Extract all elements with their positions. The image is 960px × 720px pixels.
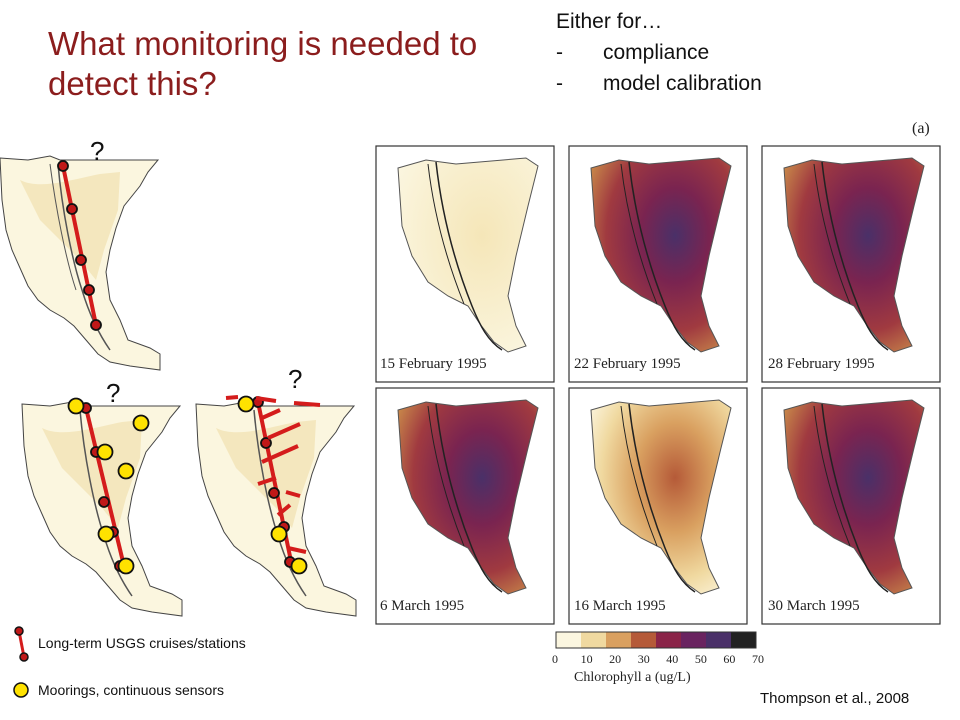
colorbar xyxy=(555,631,757,649)
panel-date-label: 6 March 1995 xyxy=(380,598,465,614)
colorbar-tick-label: 70 xyxy=(752,652,764,666)
station-marker xyxy=(98,496,110,508)
transect-line xyxy=(285,490,301,498)
channel-line xyxy=(813,405,851,547)
station-marker xyxy=(57,160,69,172)
transect-line xyxy=(287,546,307,554)
colorbar-tick-label: 10 xyxy=(580,652,593,666)
cruise-track xyxy=(61,165,98,326)
bay-chlorophyll-area xyxy=(590,399,732,595)
channel-line xyxy=(628,161,696,351)
colorbar-swatch xyxy=(581,632,607,648)
purpose-list: Either for… - compliance - model calibra… xyxy=(556,6,762,99)
purpose-heading: Either for… xyxy=(556,10,663,33)
purpose-item-model-calibration: model calibration xyxy=(603,72,762,95)
panel-date-label: 16 March 1995 xyxy=(574,598,666,614)
colorbar-swatch xyxy=(606,632,632,648)
channel-line xyxy=(813,163,851,305)
colorbar-swatch xyxy=(656,632,682,648)
station-marker xyxy=(66,203,78,215)
panel-date-label: 22 February 1995 xyxy=(574,356,681,372)
mooring-marker xyxy=(132,414,150,432)
mooring-marker xyxy=(96,443,114,461)
cruise-track xyxy=(256,401,294,567)
panel-date-label: 30 March 1995 xyxy=(768,598,860,614)
transect-line xyxy=(261,408,281,420)
station-marker xyxy=(260,437,272,449)
mooring-marker xyxy=(237,395,255,413)
cruise-track xyxy=(84,407,126,567)
colorbar-frame xyxy=(555,631,757,649)
colorbar-ticks: 0 10 20 30 40 50 60 70 xyxy=(552,652,764,668)
channel-line xyxy=(435,161,503,351)
panel-date-label: 15 February 1995 xyxy=(380,356,487,372)
transect-line xyxy=(276,503,292,517)
citation: Thompson et al., 2008 xyxy=(760,690,910,707)
bay-chlorophyll-area xyxy=(397,399,539,595)
station-marker xyxy=(268,487,280,499)
transect-line xyxy=(293,401,321,407)
question-mark: ? xyxy=(90,136,105,166)
channel-line xyxy=(427,405,465,547)
colorbar-swatch xyxy=(706,632,732,648)
transect-line xyxy=(267,422,301,440)
colorbar-swatch xyxy=(556,632,582,648)
station-marker xyxy=(90,319,102,331)
channel-line xyxy=(427,163,465,305)
mooring-marker xyxy=(270,525,288,543)
channel-line xyxy=(628,403,696,593)
mooring-marker xyxy=(97,525,115,543)
bay-chlorophyll-area xyxy=(783,399,925,595)
colorbar-swatch xyxy=(731,632,757,648)
bay-chlorophyll-area xyxy=(783,157,925,353)
colorbar-swatch xyxy=(631,632,657,648)
slide-title: What monitoring is needed to detect this… xyxy=(48,25,478,102)
legend-cruises-label: Long-term USGS cruises/stations xyxy=(38,635,246,651)
bay-chlorophyll-area xyxy=(590,157,732,353)
purpose-item: - model calibration xyxy=(556,68,762,99)
panel-tag: (a) xyxy=(912,120,930,137)
mooring-marker xyxy=(290,557,308,575)
channel-line xyxy=(435,403,503,593)
transect-line xyxy=(255,396,277,403)
colorbar-tick-label: 30 xyxy=(637,652,650,666)
purpose-item-compliance: compliance xyxy=(603,41,710,64)
mooring-marker xyxy=(117,462,135,480)
channel-line xyxy=(620,163,658,305)
station-marker xyxy=(83,284,95,296)
channel-line xyxy=(821,403,889,593)
transect-line xyxy=(257,476,277,486)
colorbar-tick-label: 60 xyxy=(723,652,736,666)
cruise-legend-icon xyxy=(14,626,29,662)
legend-moorings-label: Moorings, continuous sensors xyxy=(38,682,224,698)
question-mark: ? xyxy=(106,378,121,408)
colorbar-tick-label: 0 xyxy=(552,652,558,666)
channel-line xyxy=(620,405,658,547)
transect-line xyxy=(225,395,239,400)
mooring-legend-icon xyxy=(13,682,29,698)
colorbar-title: Chlorophyll a (ug/L) xyxy=(574,670,691,685)
bay-map-stations-moorings xyxy=(21,401,183,617)
colorbar-tick-label: 50 xyxy=(694,652,707,666)
colorbar-swatch xyxy=(681,632,707,648)
purpose-item: - compliance xyxy=(556,37,762,68)
panel-date-label: 28 February 1995 xyxy=(768,356,875,372)
transect-line xyxy=(261,444,299,464)
colorbar-tick-label: 40 xyxy=(666,652,679,666)
question-mark: ? xyxy=(288,364,303,394)
mooring-marker xyxy=(117,557,135,575)
channel-line xyxy=(821,161,889,351)
mooring-marker xyxy=(67,397,85,415)
colorbar-tick-label: 20 xyxy=(609,652,622,666)
bay-chlorophyll-area xyxy=(397,157,539,353)
station-marker xyxy=(75,254,87,266)
